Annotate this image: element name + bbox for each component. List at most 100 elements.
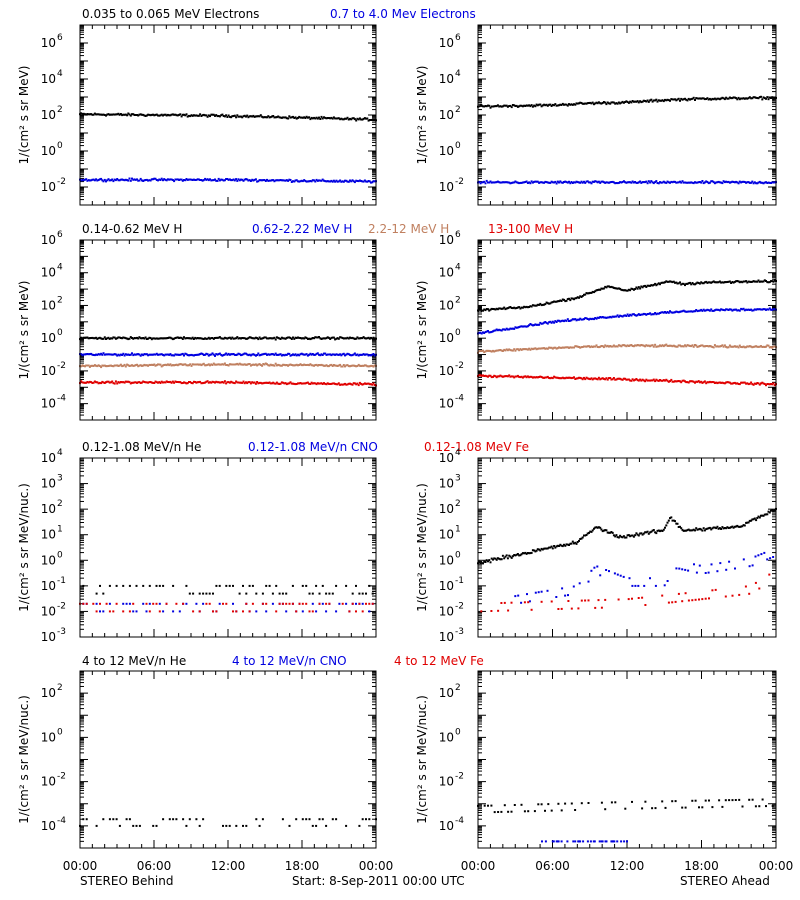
data-point xyxy=(178,363,181,366)
data-point xyxy=(540,304,543,307)
data-point xyxy=(612,101,615,104)
data-point xyxy=(546,375,549,378)
data-point xyxy=(116,113,119,116)
data-point xyxy=(755,519,758,522)
data-point xyxy=(128,610,131,613)
data-point xyxy=(309,383,312,385)
data-point xyxy=(90,337,93,339)
data-point xyxy=(159,353,162,356)
data-point xyxy=(226,364,229,366)
data-point xyxy=(691,282,694,284)
data-point xyxy=(662,281,665,284)
data-point xyxy=(262,179,265,182)
data-point xyxy=(88,179,91,182)
data-point xyxy=(278,364,281,367)
data-point xyxy=(166,113,169,116)
data-point xyxy=(698,527,701,530)
data-point xyxy=(647,532,650,535)
data-point xyxy=(259,114,262,117)
data-point xyxy=(700,528,703,531)
data-point xyxy=(371,118,374,121)
data-point xyxy=(246,363,249,366)
data-point xyxy=(349,353,351,356)
data-point xyxy=(310,364,313,367)
data-point xyxy=(549,346,552,349)
data-point xyxy=(507,609,510,612)
data-point xyxy=(530,180,533,183)
data-point xyxy=(635,100,638,103)
data-point xyxy=(269,337,272,340)
data-point xyxy=(694,310,696,313)
data-point xyxy=(90,352,93,355)
data-point xyxy=(677,380,680,382)
data-point xyxy=(656,283,659,286)
data-point xyxy=(114,364,117,367)
data-point xyxy=(195,602,198,605)
data-point xyxy=(578,181,580,184)
data-point xyxy=(266,178,268,181)
data-point xyxy=(498,181,501,184)
data-point xyxy=(563,346,565,349)
data-point xyxy=(246,337,249,340)
data-point xyxy=(607,181,610,184)
data-point xyxy=(254,115,257,118)
data-point xyxy=(766,308,769,311)
data-point xyxy=(325,602,328,605)
data-point xyxy=(327,353,330,356)
data-point xyxy=(587,599,590,602)
data-point xyxy=(524,325,527,328)
data-point xyxy=(707,182,710,185)
data-point xyxy=(368,119,371,121)
data-point xyxy=(103,364,106,367)
data-point xyxy=(645,100,648,103)
data-point xyxy=(755,96,758,99)
data-point xyxy=(304,382,307,385)
data-point xyxy=(199,337,202,340)
data-point xyxy=(188,114,190,117)
data-point xyxy=(687,181,690,184)
data-point xyxy=(352,382,355,385)
data-point xyxy=(261,364,264,367)
data-point xyxy=(278,337,281,340)
data-point xyxy=(261,337,264,340)
data-point xyxy=(495,181,498,184)
data-point xyxy=(621,181,624,183)
data-point xyxy=(189,354,192,357)
data-point xyxy=(182,602,185,605)
data-point xyxy=(700,344,703,347)
data-point xyxy=(311,382,314,385)
data-point xyxy=(670,378,673,381)
data-point xyxy=(353,337,356,340)
data-point xyxy=(331,336,334,339)
data-point xyxy=(680,345,683,348)
data-point xyxy=(578,346,580,348)
data-point xyxy=(230,363,233,366)
data-point xyxy=(128,381,131,384)
data-point xyxy=(108,381,111,384)
data-point xyxy=(535,376,538,379)
data-point xyxy=(574,345,577,348)
data-point xyxy=(148,610,151,613)
data-point xyxy=(305,602,308,605)
data-point xyxy=(279,116,282,119)
data-point xyxy=(758,345,761,348)
data-point xyxy=(624,181,627,184)
data-point xyxy=(692,310,695,313)
panel-heavy-low-behind: 1/(cm² s sr MeV/nuc.)10 -310 -210 -110 010 11… xyxy=(17,448,377,644)
data-point xyxy=(555,347,558,350)
data-point xyxy=(258,363,261,366)
data-point xyxy=(149,114,152,117)
data-point xyxy=(191,382,194,385)
data-point xyxy=(345,337,348,340)
data-point xyxy=(500,349,503,352)
data-point xyxy=(773,509,776,511)
data-point xyxy=(738,309,741,312)
data-point xyxy=(595,344,598,347)
data-point xyxy=(528,552,531,555)
data-point xyxy=(505,104,508,107)
data-point xyxy=(697,282,700,284)
data-point xyxy=(570,346,573,349)
data-point xyxy=(701,309,704,312)
data-point xyxy=(80,336,83,339)
data-point xyxy=(682,98,685,101)
